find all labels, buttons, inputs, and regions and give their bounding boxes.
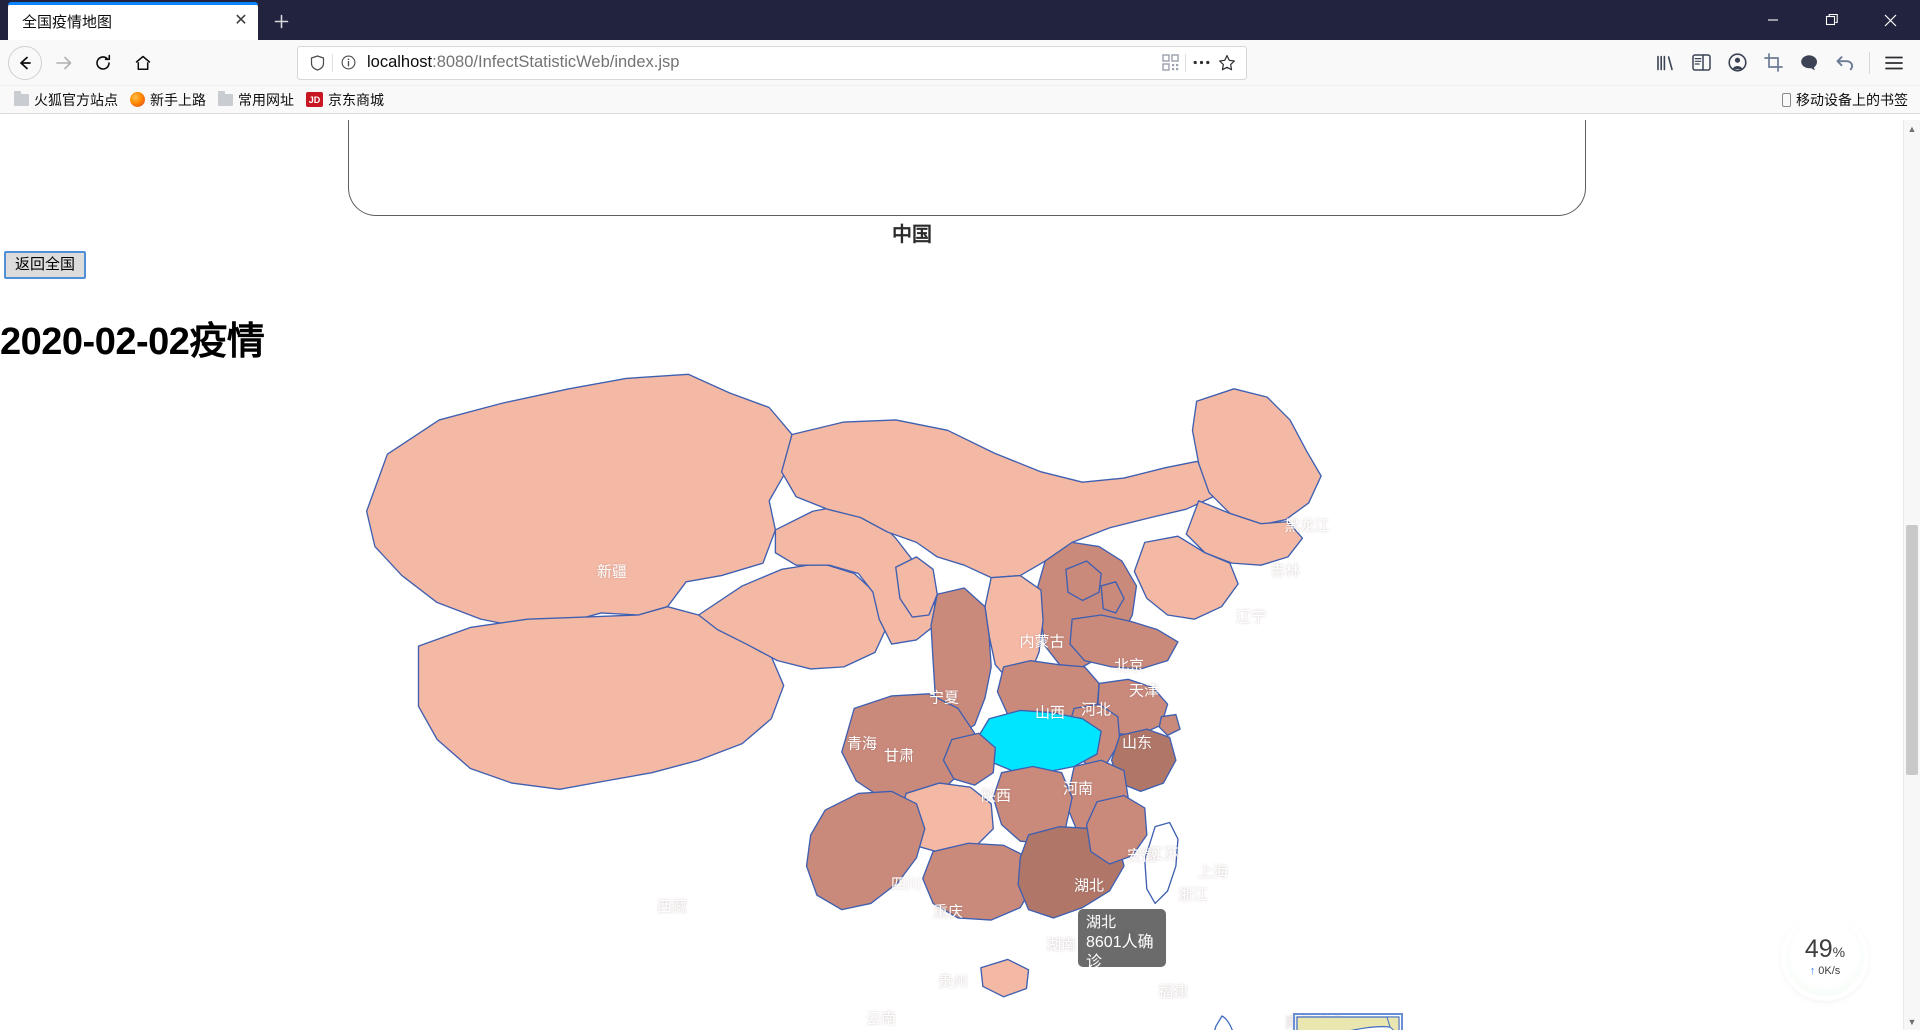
region-neimenggu[interactable]	[780, 419, 1223, 579]
page-title: 2020-02-02疫情	[0, 321, 265, 363]
navigation-toolbar: localhost:8080/InfectStatisticWeb/index.…	[0, 40, 1920, 86]
folder-icon	[14, 90, 29, 106]
map-country-label: 中国	[0, 218, 1920, 247]
bookmark-label: 新手上路	[150, 91, 206, 108]
urlbar-divider	[332, 53, 333, 72]
firefox-icon	[130, 92, 145, 107]
tab-close-icon[interactable]: ✕	[234, 12, 248, 29]
tooltip-value: 8601人确诊	[1086, 933, 1154, 971]
china-map-svg[interactable]	[300, 200, 1450, 1030]
title-bar: 全国疫情地图 ✕	[0, 0, 1920, 40]
speed-rate: ↑ 0K/s	[1810, 965, 1841, 977]
region-yunnan[interactable]	[805, 790, 926, 911]
region-tianjin[interactable]	[1100, 581, 1125, 614]
url-text[interactable]: localhost:8080/InfectStatisticWeb/index.…	[367, 53, 1157, 72]
speed-percent-value: 49	[1804, 935, 1833, 963]
region-jilin[interactable]	[1185, 500, 1304, 566]
chat-bubble-icon[interactable]	[1791, 45, 1827, 81]
bookmark-item-0[interactable]: 火狐官方站点	[8, 88, 124, 112]
region-beijing[interactable]	[1065, 560, 1102, 602]
shield-icon[interactable]	[304, 50, 330, 76]
back-arrow-icon[interactable]	[8, 45, 42, 80]
page-content: 中国 返回全国 2020-02-02疫情	[0, 120, 1920, 1030]
region-liaoning[interactable]	[1133, 535, 1239, 620]
sidebar-icon[interactable]	[1683, 45, 1719, 81]
url-path: :8080/InfectStatisticWeb/index.jsp	[432, 53, 680, 71]
map-tooltip: 湖北 8601人确诊	[1078, 909, 1166, 971]
region-ningxia[interactable]	[895, 556, 938, 618]
library-icon[interactable]	[1647, 45, 1683, 81]
bookmarks-bar: 火狐官方站点 新手上路 常用网址 JD 京东商城 移动设备上的书签	[0, 86, 1920, 114]
upload-arrow-icon: ↑	[1809, 965, 1816, 977]
speed-rate-value: 0K/s	[1818, 965, 1841, 977]
tab-title: 全国疫情地图	[22, 13, 113, 31]
account-icon[interactable]	[1719, 45, 1755, 81]
qr-code-icon[interactable]	[1157, 50, 1183, 76]
region-xizang[interactable]	[417, 606, 785, 790]
china-epidemic-map[interactable]: 新疆 西藏 青海 甘肃 宁夏 内蒙古 黑龙江 吉林 辽宁 北京 天津 河北 山西…	[0, 120, 1920, 1030]
region-fujian[interactable]	[1085, 794, 1148, 865]
tab-active-indicator	[8, 2, 258, 5]
scroll-down-arrow-icon[interactable]: ▼	[1907, 1016, 1917, 1027]
bookmark-label: 京东商城	[328, 91, 384, 108]
star-icon[interactable]	[1214, 50, 1240, 76]
ellipsis-icon[interactable]	[1188, 50, 1214, 76]
mobile-bookmarks-label: 移动设备上的书签	[1796, 91, 1908, 108]
mobile-phone-icon	[1782, 92, 1791, 107]
undo-arrow-icon[interactable]	[1827, 45, 1863, 81]
region-heilongjiang[interactable]	[1191, 388, 1322, 527]
tooltip-province: 湖北	[1086, 914, 1117, 931]
urlbar-action-icons	[1157, 50, 1240, 76]
minimize-button[interactable]	[1743, 0, 1802, 40]
bookmark-label: 常用网址	[238, 91, 294, 108]
chart-container-frame	[348, 120, 1586, 216]
mobile-bookmarks-item[interactable]: 移动设备上的书签	[1776, 88, 1912, 112]
speed-percent: 49%	[1805, 937, 1845, 962]
region-chongqing[interactable]	[942, 732, 997, 786]
network-speed-widget[interactable]: 49% ↑ 0K/s	[1786, 918, 1864, 996]
country-label-text: 中国	[892, 224, 932, 246]
region-shandong[interactable]	[1069, 614, 1179, 670]
region-xinjiang[interactable]	[365, 373, 793, 629]
region-shanghai[interactable]	[1158, 713, 1181, 737]
forward-arrow-icon[interactable]	[44, 45, 82, 81]
bookmark-item-1[interactable]: 新手上路	[124, 88, 212, 112]
jd-icon: JD	[306, 92, 323, 107]
region-qinghai[interactable]	[697, 562, 889, 670]
reload-icon[interactable]	[84, 45, 122, 81]
hamburger-menu-icon[interactable]	[1876, 45, 1912, 81]
region-hubei[interactable]	[976, 709, 1102, 774]
inset-islands	[1296, 1016, 1400, 1030]
urlbar-divider-2	[1185, 53, 1186, 72]
speed-percent-unit: %	[1832, 944, 1846, 960]
home-icon[interactable]	[124, 45, 162, 81]
address-bar[interactable]: localhost:8080/InfectStatisticWeb/index.…	[297, 45, 1247, 80]
taiwan-outline[interactable]	[1196, 1010, 1266, 1030]
scroll-up-arrow-icon[interactable]: ▲	[1907, 123, 1917, 134]
toolbar-divider	[1869, 51, 1870, 74]
bookmark-label: 火狐官方站点	[34, 91, 118, 108]
new-tab-button[interactable]	[264, 4, 298, 38]
bookmark-item-3[interactable]: JD 京东商城	[300, 88, 390, 112]
bookmark-item-2[interactable]: 常用网址	[212, 88, 300, 112]
scrollbar-thumb[interactable]	[1906, 525, 1918, 775]
browser-toolbar-icons	[1647, 45, 1912, 81]
back-to-national-button[interactable]: 返回全国	[4, 251, 87, 279]
window-controls	[1743, 0, 1920, 40]
screenshot-crop-icon[interactable]	[1755, 45, 1791, 81]
south-china-sea-inset[interactable]	[1293, 1013, 1403, 1030]
browser-tab[interactable]: 全国疫情地图 ✕	[8, 2, 258, 40]
region-hainan[interactable]	[980, 958, 1030, 998]
region-taiwan[interactable]	[1144, 821, 1179, 905]
region-guangxi[interactable]	[922, 842, 1036, 921]
close-button[interactable]	[1861, 0, 1920, 40]
url-host: localhost	[367, 53, 433, 71]
folder-icon	[218, 90, 233, 106]
maximize-restore-button[interactable]	[1802, 0, 1861, 40]
page-scrollbar[interactable]: ▲ ▼	[1903, 120, 1920, 1030]
region-shaanxi[interactable]	[930, 587, 992, 737]
info-circle-icon[interactable]	[335, 50, 361, 76]
